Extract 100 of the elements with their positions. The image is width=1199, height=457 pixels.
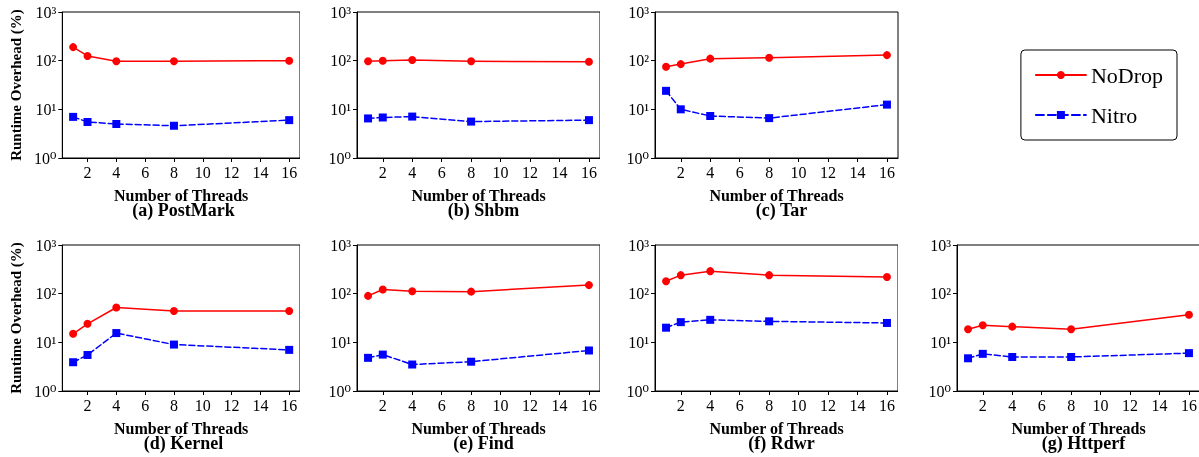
x-tick-label: 8	[765, 396, 774, 414]
x-tick-label: 4	[706, 396, 715, 414]
x-tick-label: 2	[83, 163, 92, 181]
x-tick-label: 16	[580, 396, 597, 414]
y-tick-label: 10²	[628, 52, 650, 70]
x-tick-label: 10	[492, 163, 509, 181]
point	[285, 345, 294, 354]
x-tick-label: 14	[849, 163, 866, 181]
x-tick-label: 16	[878, 163, 895, 181]
y-tick-label: 10⁰	[328, 382, 351, 400]
point	[676, 318, 685, 327]
point	[882, 100, 891, 109]
point	[1008, 322, 1017, 331]
y-tick-label: 10³	[930, 236, 952, 254]
point	[378, 56, 387, 65]
y-tick-label: 10⁰	[928, 382, 951, 400]
point	[765, 317, 774, 326]
point	[169, 121, 178, 130]
x-tick-label: 6	[437, 163, 446, 181]
point	[285, 307, 294, 316]
y-tick-label: 10¹	[930, 333, 952, 351]
point	[662, 277, 671, 286]
point	[765, 271, 774, 280]
y-tick-label: 10²	[330, 285, 352, 303]
y-tick-label: 10³	[35, 3, 57, 21]
point	[662, 86, 671, 95]
y-tick-label: 10³	[330, 3, 352, 21]
x-tick-label: 2	[378, 163, 387, 181]
y-tick-label: 10⁰	[328, 149, 351, 167]
x-tick-label: 14	[252, 163, 269, 181]
point	[706, 267, 715, 276]
y-axis-title: Runtime Overhead (%)	[7, 9, 25, 161]
point	[112, 119, 121, 128]
legend-label: NoDrop	[1090, 62, 1164, 88]
x-tick-label: 6	[141, 396, 150, 414]
point	[285, 116, 294, 125]
y-tick-label: 10²	[35, 285, 57, 303]
point	[467, 287, 476, 296]
x-tick-label: 6	[735, 396, 744, 414]
point	[83, 350, 92, 359]
point	[584, 346, 593, 355]
x-tick-label: 12	[223, 163, 240, 181]
x-tick-label: 4	[112, 396, 121, 414]
point	[285, 56, 294, 65]
point	[408, 56, 417, 65]
x-tick-label: 4	[706, 163, 715, 181]
x-tick-label: 16	[878, 396, 895, 414]
point	[83, 319, 92, 328]
y-tick-label: 10¹	[628, 100, 650, 118]
point	[364, 353, 373, 362]
y-tick-label: 10¹	[35, 333, 57, 351]
x-tick-label: 4	[408, 163, 417, 181]
point	[584, 57, 593, 66]
x-tick-label: 16	[281, 163, 298, 181]
point	[169, 340, 178, 349]
x-tick-label: 8	[765, 163, 774, 181]
point	[69, 43, 78, 52]
x-tick-label: 10	[1092, 396, 1109, 414]
x-tick-label: 10	[492, 396, 509, 414]
x-tick-label: 12	[522, 396, 539, 414]
point	[83, 51, 92, 60]
x-tick-label: 10	[790, 163, 807, 181]
y-tick-label: 10²	[330, 52, 352, 70]
point	[676, 271, 685, 280]
y-tick-label: 10³	[35, 236, 57, 254]
x-tick-label: 4	[112, 163, 121, 181]
x-tick-label: 10	[194, 163, 211, 181]
point	[467, 357, 476, 366]
point	[378, 285, 387, 294]
point	[112, 303, 121, 312]
y-tick-label: 10³	[628, 3, 650, 21]
point	[662, 62, 671, 71]
x-tick-label: 6	[735, 163, 744, 181]
x-tick-label: 14	[252, 396, 269, 414]
point	[408, 112, 417, 121]
x-tick-label: 14	[1151, 396, 1168, 414]
x-tick-label: 2	[676, 163, 685, 181]
point	[112, 329, 121, 338]
point	[169, 307, 178, 316]
point	[364, 291, 373, 300]
point	[1067, 352, 1076, 361]
x-tick-label: 4	[408, 396, 417, 414]
point	[662, 323, 671, 332]
point	[467, 57, 476, 66]
point	[69, 358, 78, 367]
x-tick-label: 14	[551, 163, 568, 181]
point	[964, 325, 973, 334]
x-tick-label: 16	[1180, 396, 1197, 414]
point	[83, 117, 92, 126]
x-tick-label: 6	[1037, 396, 1046, 414]
point	[676, 105, 685, 114]
point	[378, 350, 387, 359]
y-tick-label: 10²	[628, 285, 650, 303]
x-tick-label: 12	[820, 396, 837, 414]
point	[676, 60, 685, 69]
x-tick-label: 8	[467, 396, 476, 414]
x-tick-label: 8	[1067, 396, 1076, 414]
x-tick-label: 10	[194, 396, 211, 414]
point	[964, 354, 973, 363]
point	[584, 116, 593, 125]
